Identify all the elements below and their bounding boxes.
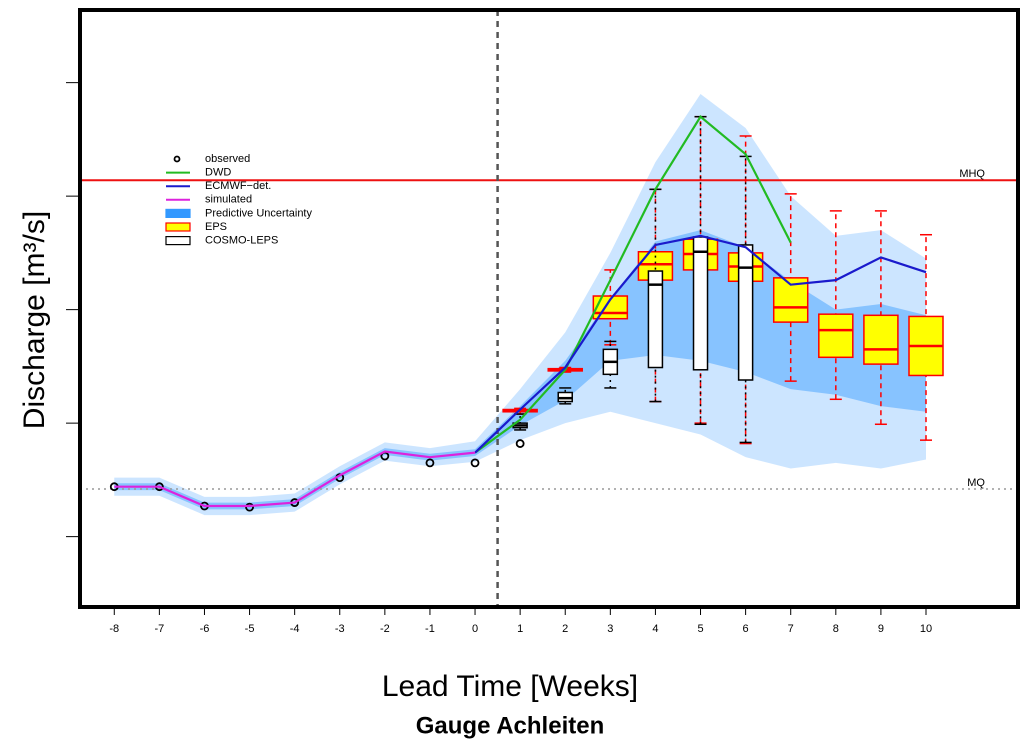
plot-frame (78, 8, 1020, 609)
x-axis-label: Lead Time [Weeks] (382, 670, 638, 703)
legend-label: EPS (205, 221, 227, 233)
legend-label: COSMO-LEPS (205, 235, 278, 247)
x-tick-label: -2 (380, 623, 390, 635)
x-tick-label: 8 (833, 623, 839, 635)
box (737, 244, 754, 381)
x-tick-label: 7 (788, 623, 794, 635)
x-tick-label: -7 (154, 623, 164, 635)
legend-label: ECMWF−det. (205, 180, 271, 192)
x-tick-label: -6 (200, 623, 210, 635)
x-tick-label: 1 (517, 623, 523, 635)
legend-symbol (165, 208, 191, 218)
box (863, 314, 899, 365)
uncertainty-band (114, 230, 927, 510)
series-line (474, 234, 927, 454)
box (692, 236, 709, 371)
x-tick-label: -1 (425, 623, 435, 635)
observed-point (245, 502, 254, 512)
reference-label: MQ (967, 477, 985, 489)
plot-area (80, 10, 1018, 607)
x-tick-label: -8 (109, 623, 119, 635)
legend-label: Predictive Uncertainty (205, 207, 312, 219)
observed-point (470, 458, 480, 468)
legend-symbol (165, 236, 191, 246)
x-tick-label: 10 (920, 623, 932, 635)
series-line (114, 450, 476, 508)
x-tick-label: 0 (472, 623, 478, 635)
box (647, 270, 664, 369)
x-tick-label: 6 (743, 623, 749, 635)
x-tick-label: 4 (652, 623, 658, 635)
legend-label: observed (205, 153, 250, 165)
x-tick-label: -4 (290, 623, 300, 635)
legend-label: DWD (205, 167, 231, 179)
x-tick-label: -3 (335, 623, 345, 635)
x-tick-label: 3 (607, 623, 613, 635)
box (818, 313, 854, 359)
legend-symbol (173, 155, 181, 163)
x-tick-label: -5 (245, 623, 255, 635)
observed-point (515, 439, 525, 448)
reference-label: MHQ (959, 168, 985, 180)
series-line (474, 115, 792, 454)
observed-point (425, 458, 435, 468)
x-tick-label: 2 (562, 623, 568, 635)
legend-label: simulated (205, 194, 252, 206)
x-tick-label: 9 (878, 623, 884, 635)
y-axis-label: Discharge [m³/s] (18, 211, 51, 429)
x-tick-label: 5 (697, 623, 703, 635)
legend-symbol (165, 222, 191, 232)
uncertainty-band (114, 93, 927, 516)
chart-title: Gauge Achleiten (416, 712, 604, 739)
